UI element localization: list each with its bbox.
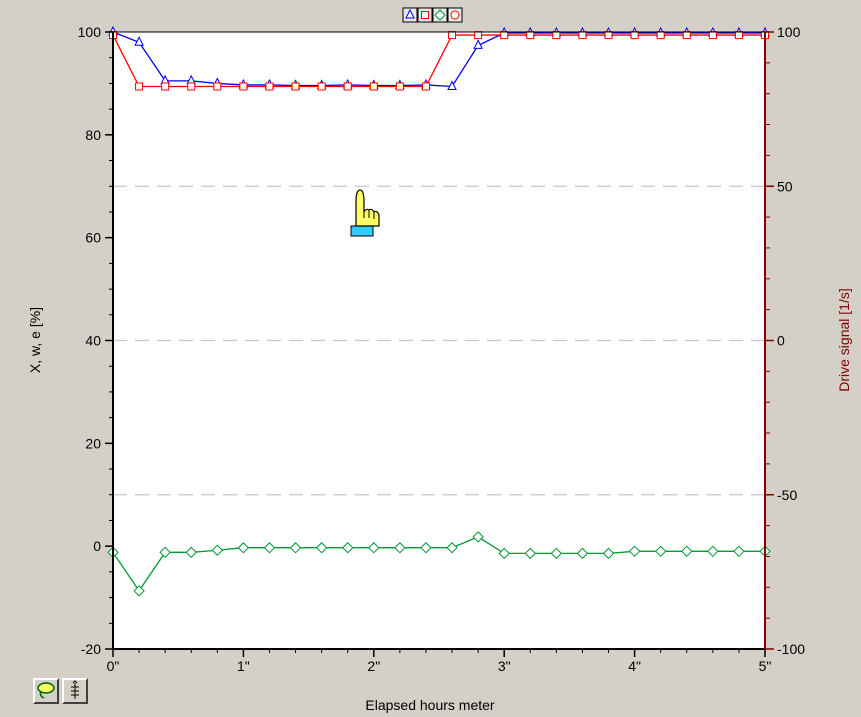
lasso-icon <box>37 682 55 699</box>
point-marker <box>161 82 170 91</box>
point-marker <box>682 31 691 40</box>
point-marker <box>343 82 352 91</box>
lasso-button[interactable] <box>33 678 59 704</box>
point-marker <box>420 542 432 554</box>
series-line <box>112 34 765 88</box>
point-marker <box>187 82 196 91</box>
point-marker <box>394 542 406 554</box>
y-tick-label: 20 <box>85 435 101 451</box>
point-marker <box>211 544 224 556</box>
point-marker <box>500 31 509 40</box>
point-marker <box>448 31 457 40</box>
point-marker <box>291 82 300 91</box>
point-marker <box>421 11 429 19</box>
point-marker <box>472 531 484 543</box>
point-marker <box>654 545 667 558</box>
y-tick-label: 40 <box>85 333 101 349</box>
point-marker <box>368 542 380 554</box>
point-marker <box>576 547 589 560</box>
point-marker <box>578 31 587 40</box>
y2-tick-label: 50 <box>777 178 793 194</box>
series-diamond <box>107 531 771 597</box>
point-marker <box>707 545 719 558</box>
point-marker <box>446 542 458 554</box>
y2-tick-label: -100 <box>777 641 805 657</box>
y-tick-label: 80 <box>85 127 101 143</box>
y-tick-label: 0 <box>93 538 101 554</box>
x-tick-label: 3" <box>498 658 511 674</box>
point-marker <box>628 545 641 558</box>
x-tick-label: 2" <box>367 658 380 674</box>
point-marker <box>185 546 197 559</box>
point-marker <box>473 39 483 49</box>
point-marker <box>734 31 743 40</box>
point-marker <box>526 31 535 40</box>
plot-area[interactable] <box>113 32 765 649</box>
tick-labels: -20 0 20 40 60 80 100 -100 -50 0 50 100 0" 1" 2" 3" 4" 5" <box>78 24 806 674</box>
legend <box>402 7 463 23</box>
point-marker <box>405 8 415 19</box>
point-marker <box>133 585 145 597</box>
point-marker <box>524 547 536 560</box>
point-marker <box>315 542 328 554</box>
point-marker <box>317 82 326 91</box>
point-marker <box>450 10 460 20</box>
cursor-xy-button[interactable] <box>62 678 88 704</box>
point-marker <box>369 82 378 91</box>
point-marker <box>474 31 483 40</box>
ticks <box>105 31 774 657</box>
hand-pointer-icon <box>350 189 380 237</box>
point-marker <box>237 542 250 554</box>
series-square <box>109 31 769 91</box>
point-marker <box>604 31 613 40</box>
point-marker <box>213 82 222 91</box>
point-marker <box>395 82 404 91</box>
x-tick-label: 1" <box>237 658 250 674</box>
point-marker <box>239 82 248 91</box>
y-tick-label: 60 <box>85 230 101 246</box>
series-layer <box>107 25 771 597</box>
point-marker <box>159 546 171 559</box>
y2-axis-title: Drive signal [1/s] <box>836 288 852 391</box>
point-marker <box>550 547 563 560</box>
point-marker <box>135 82 144 91</box>
point-marker <box>602 547 615 560</box>
cursor-xy-icon <box>71 680 79 699</box>
point-marker <box>708 31 717 40</box>
y2-tick-label: 100 <box>777 24 801 40</box>
point-marker <box>498 547 510 560</box>
series-line <box>112 31 765 88</box>
point-marker <box>342 542 354 554</box>
y-axis-title: X, w, e [%] <box>27 307 43 373</box>
point-marker <box>263 542 276 554</box>
point-marker <box>134 36 144 46</box>
x-tick-label: 5" <box>759 658 772 674</box>
y-tick-label: 100 <box>78 24 102 40</box>
point-marker <box>434 9 446 21</box>
point-marker <box>447 80 457 91</box>
point-marker <box>681 545 693 558</box>
x-tick-label: 0" <box>107 658 120 674</box>
point-marker <box>552 31 561 40</box>
point-marker <box>656 31 665 40</box>
point-marker <box>733 545 745 558</box>
point-marker <box>265 82 274 91</box>
point-marker <box>421 82 430 91</box>
point-marker <box>630 31 639 40</box>
y-tick-label: -20 <box>81 641 101 657</box>
y2-tick-label: -50 <box>777 487 797 503</box>
x-axis-title: Elapsed hours meter <box>365 697 495 713</box>
y2-tick-label: 0 <box>777 333 785 349</box>
point-marker <box>289 542 302 554</box>
x-tick-label: 4" <box>628 658 641 674</box>
